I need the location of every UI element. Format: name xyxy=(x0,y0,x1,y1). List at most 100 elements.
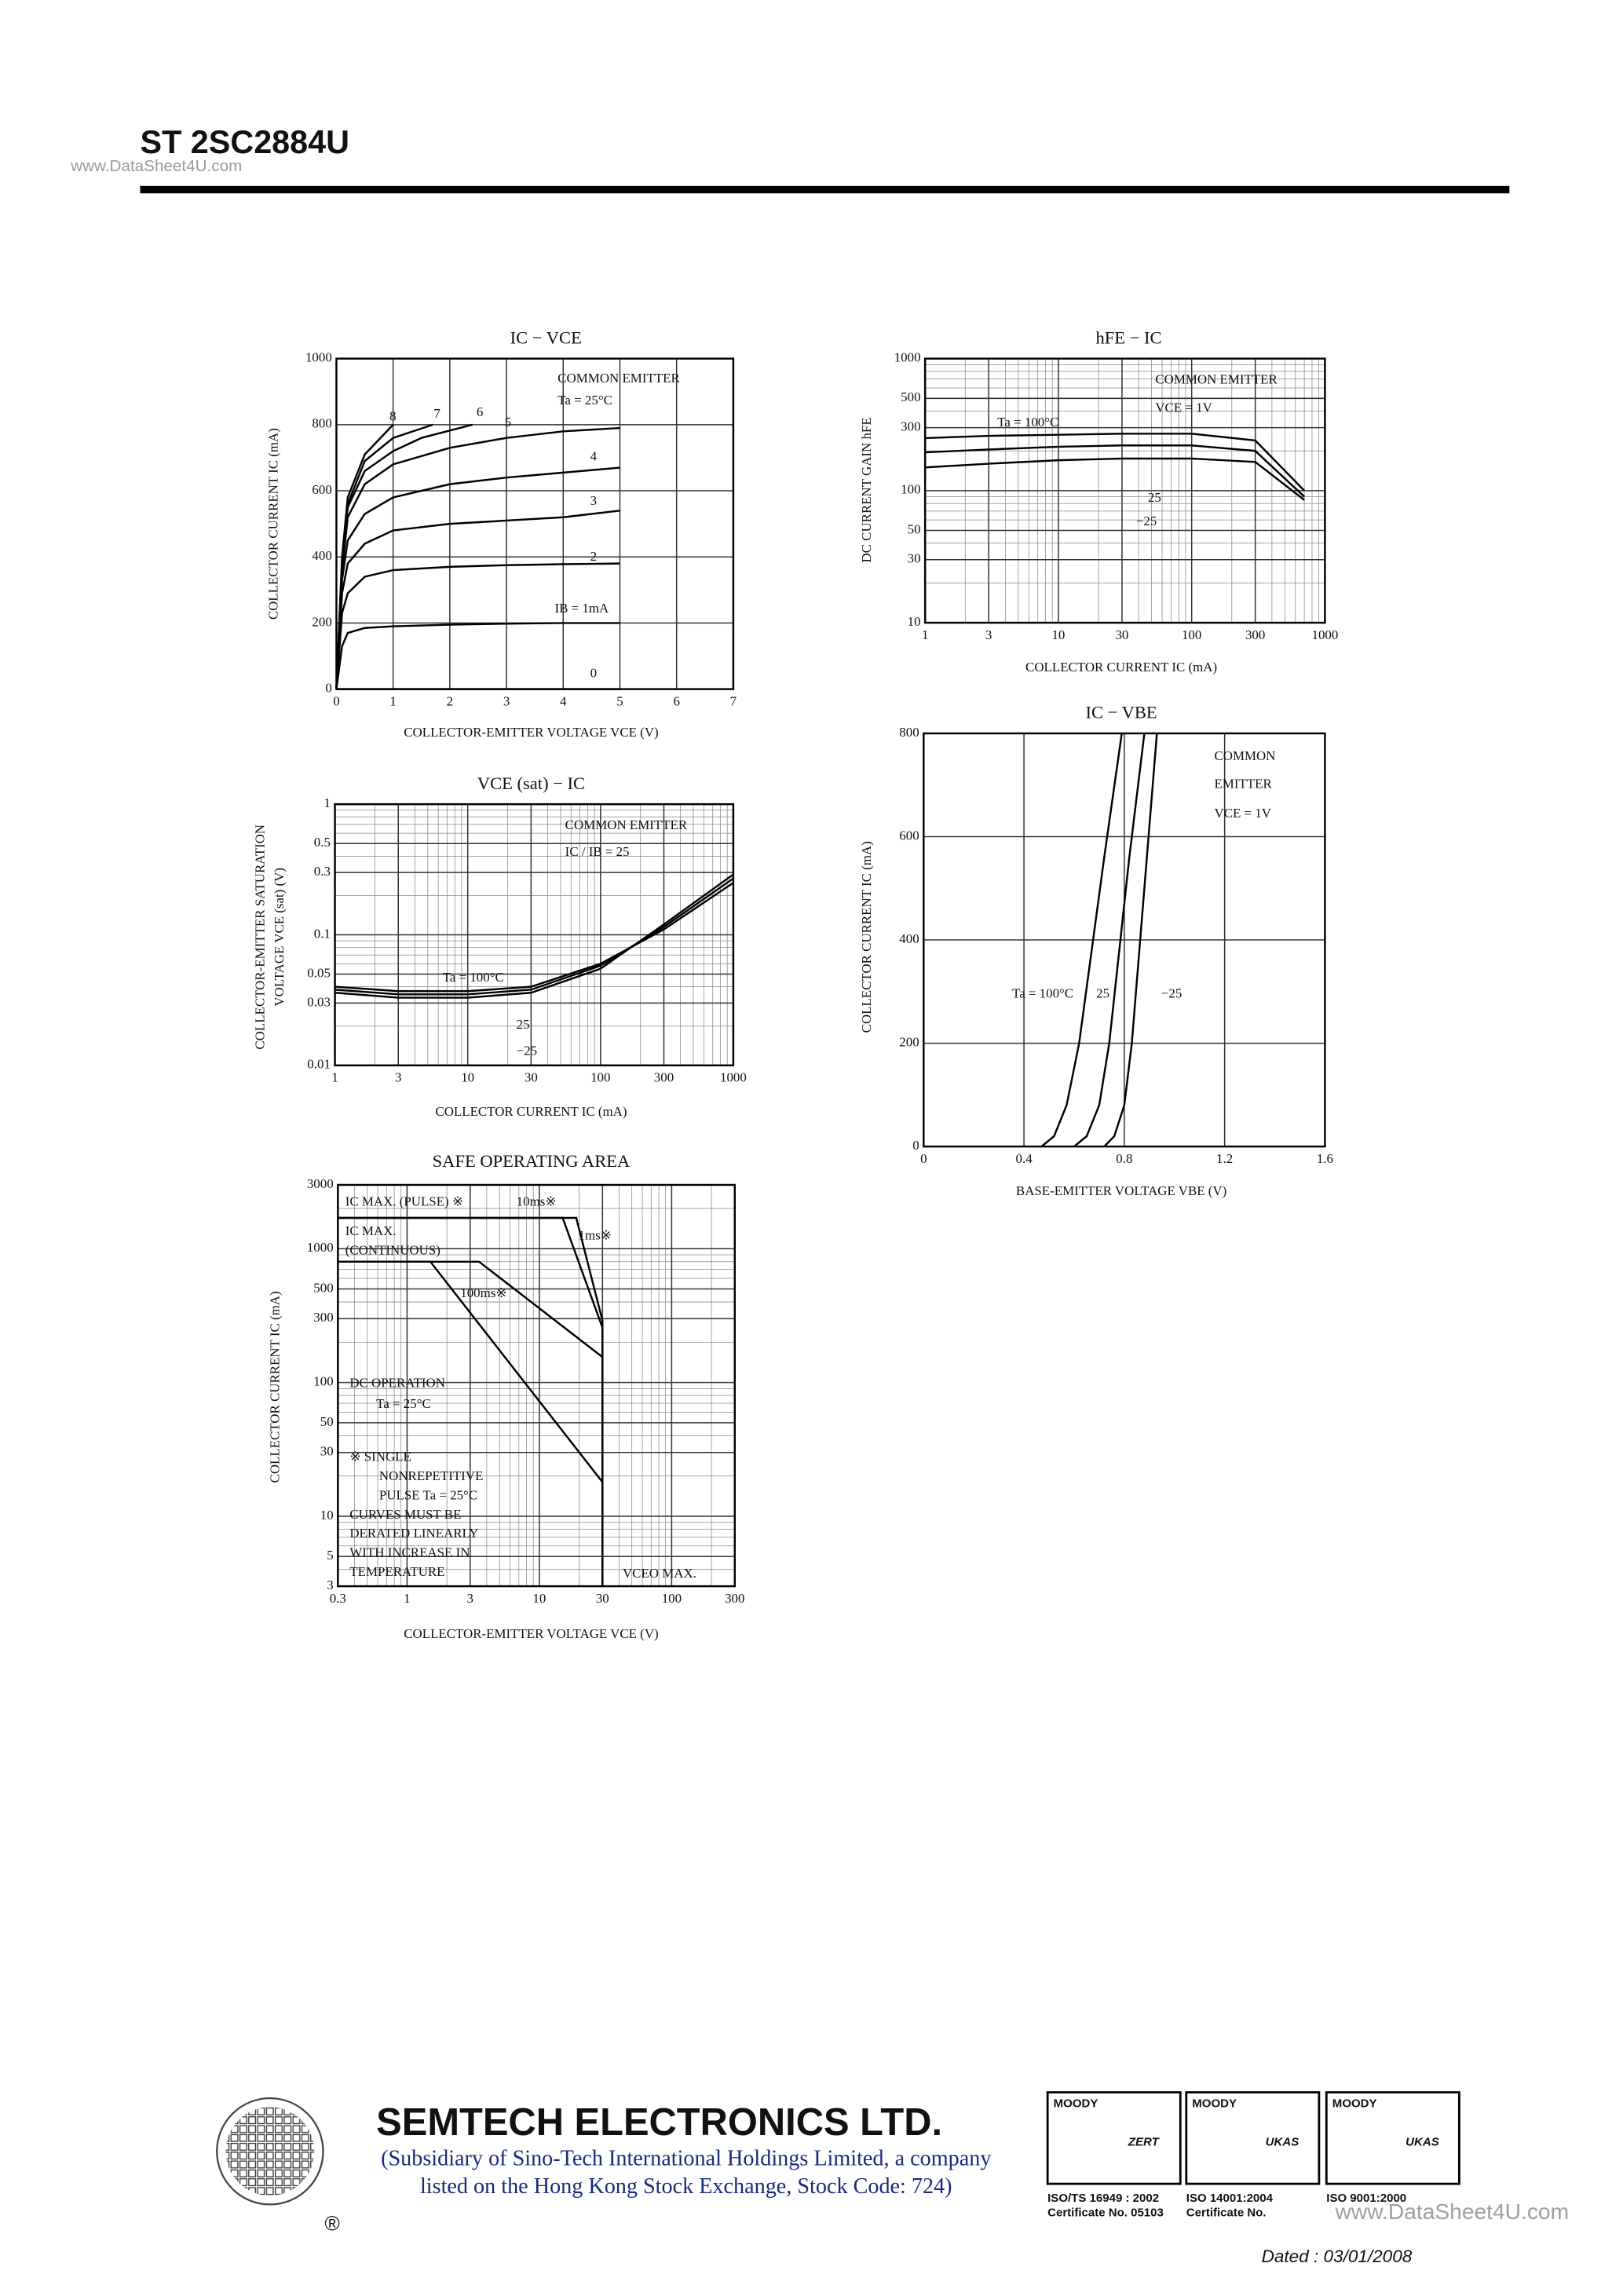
annotation: DERATED LINEARLY xyxy=(349,1526,478,1541)
series-label: −25 xyxy=(1161,985,1182,1000)
series-line xyxy=(1103,733,1158,1147)
chart-title: IC − VCE xyxy=(510,327,582,347)
x-tick-label: 1 xyxy=(389,693,396,708)
x-tick-label: 1000 xyxy=(1312,627,1339,642)
x-tick-label: 0.4 xyxy=(1016,1151,1033,1166)
series-label: Ta = 100°C xyxy=(443,970,504,985)
cert-mark: MOODY xyxy=(1332,2097,1377,2111)
series-label: 5 xyxy=(505,415,511,430)
cert-box xyxy=(1325,2091,1460,2185)
series-line xyxy=(335,426,620,689)
y-axis-label: COLLECTOR CURRENT IC (mA) xyxy=(267,1291,282,1483)
x-tick-label: 0 xyxy=(920,1151,927,1166)
y-tick-label: 1 xyxy=(324,795,330,810)
chart: 1 3 10 30 100 300 1000 0.01 0.03 0.05 0.1 0.3 0.5 1 VC… xyxy=(252,773,746,1119)
cert-caption: ISO/TS 16949 : 2002 xyxy=(1047,2192,1159,2205)
plot-frame xyxy=(923,732,1326,1148)
plot-frame xyxy=(334,803,735,1066)
y-axis-label: VOLTAGE VCE (sat) (V) xyxy=(272,868,287,1007)
series-line xyxy=(334,877,734,996)
cert-badge: UKAS xyxy=(1406,2135,1439,2148)
annotation: Ta = 25°C xyxy=(376,1396,431,1411)
series-line xyxy=(1040,733,1123,1148)
y-tick-label: 1000 xyxy=(305,350,332,365)
y-tick-label: 600 xyxy=(312,482,331,497)
series-label: 100ms※ xyxy=(460,1285,506,1300)
y-tick-label: 30 xyxy=(320,1444,334,1459)
series-label: 10ms※ xyxy=(517,1194,557,1208)
series-label: Ta = 100°C xyxy=(1012,985,1073,1000)
series-line xyxy=(1073,733,1146,1148)
series-line xyxy=(335,466,620,689)
x-tick-label: 1.2 xyxy=(1216,1151,1233,1166)
series-label: 1ms※ xyxy=(579,1228,612,1243)
plot-frame xyxy=(337,1183,737,1588)
series-line xyxy=(334,882,734,993)
logo xyxy=(216,2097,324,2206)
annotation: PULSE Ta = 25°C xyxy=(379,1487,477,1502)
x-tick-label: 3 xyxy=(395,1070,401,1085)
y-axis-label: COLLECTOR CURRENT IC (mA) xyxy=(265,428,280,620)
x-tick-label: 100 xyxy=(1182,627,1201,642)
x-tick-label: 0 xyxy=(333,693,339,708)
x-tick-label: 0.8 xyxy=(1116,1151,1132,1166)
watermark: www.DataSheet4U.com xyxy=(1335,2199,1570,2224)
x-tick-label: 10 xyxy=(1051,627,1065,642)
x-tick-label: 5 xyxy=(616,693,623,708)
cert-mark: MOODY xyxy=(1192,2097,1237,2111)
x-tick-label: 300 xyxy=(654,1070,674,1085)
series-label: 6 xyxy=(477,404,483,419)
y-tick-label: 800 xyxy=(312,416,331,431)
annotation: Ta = 25°C xyxy=(557,393,612,408)
header-rule xyxy=(140,185,1510,194)
annotation: ※ SINGLE xyxy=(349,1449,411,1464)
x-tick-label: 2 xyxy=(447,693,453,708)
cert-mark: MOODY xyxy=(1054,2097,1098,2111)
x-tick-label: 3 xyxy=(503,693,510,708)
x-tick-label: 300 xyxy=(1245,627,1265,642)
x-axis-label: BASE-EMITTER VOLTAGE VBE (V) xyxy=(1016,1183,1226,1198)
series-line xyxy=(335,562,620,689)
annotation: VCE = 1V xyxy=(1155,400,1212,415)
x-axis-label: COLLECTOR-EMITTER VOLTAGE VCE (V) xyxy=(404,1626,658,1641)
x-tick-label: 3 xyxy=(985,627,992,642)
x-tick-label: 100 xyxy=(662,1591,682,1606)
annotation: VCEO MAX. xyxy=(623,1566,696,1581)
y-axis-label: COLLECTOR-EMITTER SATURATION xyxy=(252,824,267,1050)
chart: 0.3 1 3 10 30 100 300 3 5 10 30 50 100 300 500 1000 3000… xyxy=(267,1151,744,1641)
x-tick-label: 30 xyxy=(525,1070,538,1085)
chart-title: IC − VBE xyxy=(1086,703,1157,722)
y-tick-label: 200 xyxy=(899,1034,919,1049)
series-label: 0 xyxy=(590,666,597,681)
x-tick-label: 1 xyxy=(331,1070,338,1085)
series-line xyxy=(925,444,1305,498)
chart: 0 1 2 3 4 5 6 7 0 200 400 600 800 1000 IC − VCE COLLECT… xyxy=(265,327,737,739)
y-tick-label: 300 xyxy=(313,1310,333,1325)
annotation: COMMON EMITTER xyxy=(557,371,680,386)
y-tick-label: 800 xyxy=(899,725,919,740)
y-tick-label: 5 xyxy=(327,1548,333,1563)
y-tick-label: 1000 xyxy=(307,1240,334,1255)
y-tick-label: 400 xyxy=(899,931,919,946)
x-axis-label: COLLECTOR-EMITTER VOLTAGE VCE (V) xyxy=(404,725,658,740)
series-label: 3 xyxy=(590,493,597,508)
series-label: Ta = 100°C xyxy=(997,415,1058,430)
registered-mark: ® xyxy=(324,2212,339,2236)
x-axis-label: COLLECTOR CURRENT IC (mA) xyxy=(1025,660,1217,675)
annotation: COMMON EMITTER xyxy=(1155,372,1278,387)
y-tick-label: 50 xyxy=(908,521,921,536)
y-tick-label: 0.01 xyxy=(307,1057,331,1072)
chart: 1 3 10 30 100 300 1000 10 30 50 100 300 500 1000 hFE −… xyxy=(859,327,1339,675)
company-name: SEMTECH ELECTRONICS LTD. xyxy=(376,2101,942,2144)
series-line xyxy=(335,622,620,689)
annotation: EMITTER xyxy=(1214,777,1272,792)
annotation: IC / IB = 25 xyxy=(565,844,630,859)
y-tick-label: 1000 xyxy=(894,350,921,365)
series-label: 25 xyxy=(1096,985,1109,1000)
annotation: VCE = 1V xyxy=(1214,806,1271,821)
y-tick-label: 0.3 xyxy=(314,864,331,879)
y-tick-label: 0 xyxy=(325,680,331,695)
y-tick-label: 600 xyxy=(899,828,919,843)
y-tick-label: 10 xyxy=(908,614,921,629)
cert-caption: ISO 14001:2004 xyxy=(1186,2192,1274,2205)
